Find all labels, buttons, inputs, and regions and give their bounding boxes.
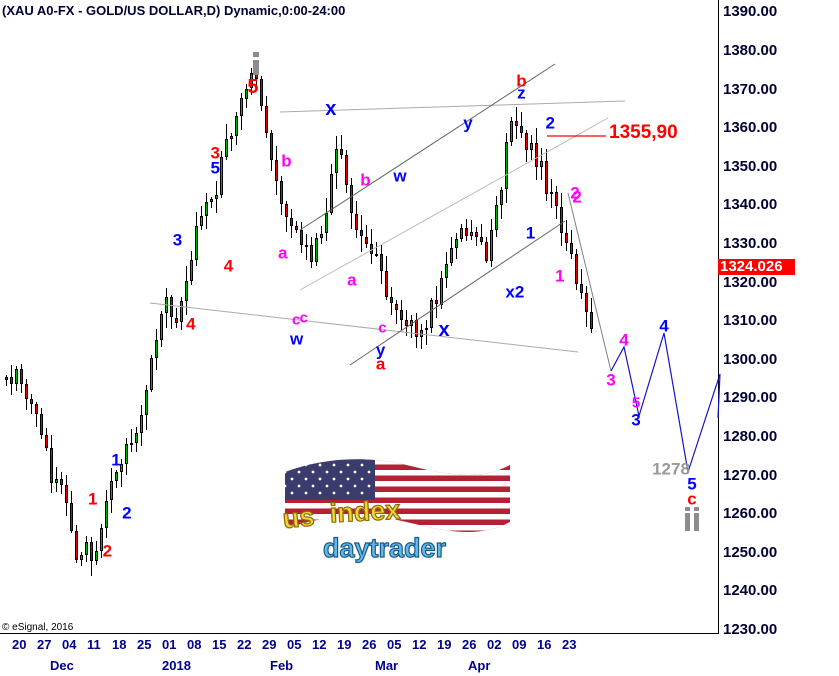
svg-text:daytrader: daytrader bbox=[323, 533, 447, 563]
svg-text:us: us bbox=[281, 501, 315, 534]
svg-text:index: index bbox=[329, 495, 401, 529]
